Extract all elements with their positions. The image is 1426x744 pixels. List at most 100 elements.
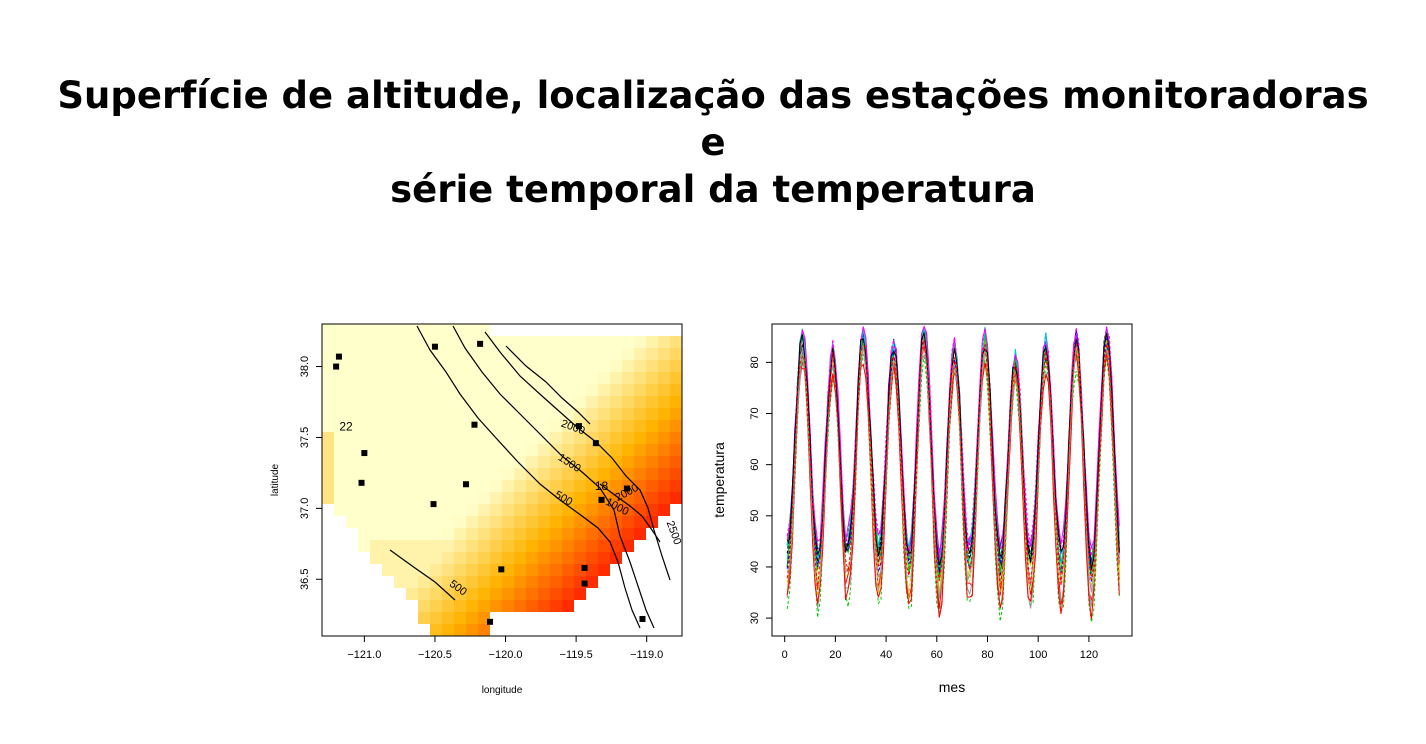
heatmap-cell (598, 408, 610, 420)
heatmap-cell (394, 492, 406, 504)
heatmap-cell (634, 480, 646, 492)
heatmap-cell (442, 336, 454, 348)
heatmap-cell (406, 480, 418, 492)
heatmap-cell (598, 384, 610, 396)
heatmap-cell (358, 384, 370, 396)
heatmap-cell (346, 432, 358, 444)
heatmap-cell (646, 408, 658, 420)
heatmap-cell (574, 444, 586, 456)
heatmap-cell (442, 516, 454, 528)
heatmap-cell (418, 480, 430, 492)
heatmap-cell (538, 408, 550, 420)
heatmap-cell (358, 540, 370, 552)
station-label: 18 (595, 479, 609, 493)
heatmap-cell (466, 384, 478, 396)
heatmap-cell (550, 504, 562, 516)
heatmap-cell (418, 612, 430, 624)
heatmap-cell (478, 456, 490, 468)
heatmap-cell (586, 396, 598, 408)
heatmap-cell (658, 492, 670, 504)
heatmap-cell (502, 540, 514, 552)
heatmap-cell (370, 360, 382, 372)
heatmap-cell (670, 396, 682, 408)
heatmap-cell (514, 552, 526, 564)
temperature-series-line (786, 339, 1120, 589)
heatmap-cell (670, 492, 682, 504)
heatmap-cell (526, 516, 538, 528)
heatmap-cell (586, 360, 598, 372)
heatmap-cell (490, 456, 502, 468)
heatmap-cell (526, 408, 538, 420)
heatmap-cell (430, 396, 442, 408)
heatmap-cell (454, 492, 466, 504)
heatmap-cell (550, 552, 562, 564)
temperature-time-series: 0 20 40 60 80 100 120 30 40 50 60 70 80 mes tempera… (711, 323, 1133, 695)
heatmap-cell (466, 564, 478, 576)
heatmap-cell (574, 528, 586, 540)
monitoring-stations (333, 340, 646, 625)
heatmap-cell (550, 372, 562, 384)
heatmap-cell (322, 360, 334, 372)
x-tick-label: −121.0 (347, 649, 381, 661)
station-marker (358, 479, 365, 486)
heatmap-cell (586, 540, 598, 552)
heatmap-cell (622, 408, 634, 420)
heatmap-cell (442, 372, 454, 384)
heatmap-cell (622, 336, 634, 348)
heatmap-cell (430, 384, 442, 396)
heatmap-cell (538, 468, 550, 480)
heatmap-cell (442, 540, 454, 552)
heatmap-cell (466, 348, 478, 360)
heatmap-cell (430, 612, 442, 624)
heatmap-cell (574, 540, 586, 552)
heatmap-cell (346, 516, 358, 528)
heatmap-cell (622, 384, 634, 396)
heatmap-cell (430, 624, 442, 636)
heatmap-cell (466, 504, 478, 516)
heatmap-cell (346, 480, 358, 492)
heatmap-cell (466, 456, 478, 468)
heatmap-cell (634, 384, 646, 396)
heatmap-cell (634, 408, 646, 420)
heatmap-cell (586, 492, 598, 504)
station-marker (623, 485, 630, 492)
heatmap-cell (502, 372, 514, 384)
heatmap-cell (346, 408, 358, 420)
heatmap-cell (346, 456, 358, 468)
heatmap-cell (478, 384, 490, 396)
heatmap-cell (334, 396, 346, 408)
heatmap-cell (430, 324, 442, 336)
heatmap-cell (622, 348, 634, 360)
station-marker (598, 496, 605, 503)
heatmap-cell (646, 420, 658, 432)
heatmap-cell (502, 360, 514, 372)
heatmap-cell (430, 444, 442, 456)
heatmap-cell (334, 480, 346, 492)
heatmap-cell (514, 480, 526, 492)
heatmap-cell (454, 540, 466, 552)
map-y-axis-label: latitude (270, 463, 281, 496)
slide-title: Superfície de altitude, localização das … (40, 72, 1386, 213)
y-tick-label: 36.5 (299, 569, 311, 590)
heatmap-cell (430, 564, 442, 576)
heatmap-cell (622, 528, 634, 540)
heatmap-cell (466, 372, 478, 384)
heatmap-cell (502, 480, 514, 492)
heatmap-cell (334, 372, 346, 384)
heatmap-cell (334, 384, 346, 396)
heatmap-cell (574, 348, 586, 360)
heatmap-cell (370, 504, 382, 516)
contour-line (599, 483, 661, 543)
heatmap-cell (478, 564, 490, 576)
heatmap-cell (658, 480, 670, 492)
heatmap-cell (370, 336, 382, 348)
heatmap-cell (406, 432, 418, 444)
heatmap-cell (646, 360, 658, 372)
heatmap-cell (598, 564, 610, 576)
heatmap-cell (322, 444, 334, 456)
heatmap-cell (322, 468, 334, 480)
heatmap-cell (478, 588, 490, 600)
heatmap-cell (670, 456, 682, 468)
heatmap-cell (334, 408, 346, 420)
heatmap-cell (562, 576, 574, 588)
